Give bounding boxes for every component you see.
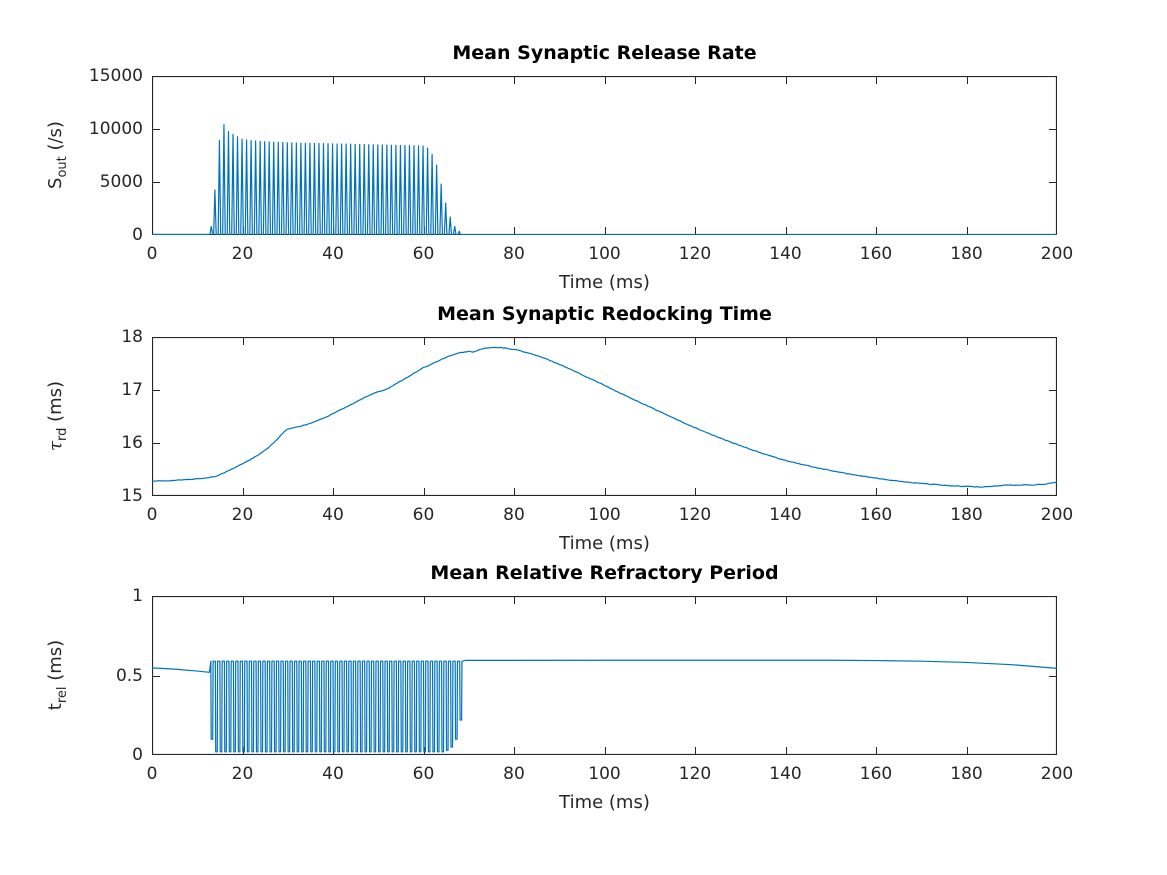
plot-area <box>152 596 1057 755</box>
x-tick-label: 40 <box>322 505 344 525</box>
y-axis-label-subscript: rel <box>55 686 70 704</box>
chart-title: Mean Synaptic Release Rate <box>452 42 757 64</box>
x-tick-label: 0 <box>146 244 158 264</box>
x-tick-label: 20 <box>231 764 254 784</box>
chart-title: Mean Synaptic Redocking Time <box>437 303 772 325</box>
x-axis-label: Time (ms) <box>559 272 650 293</box>
x-tick-label: 160 <box>859 244 893 264</box>
x-tick-label: 200 <box>1040 764 1074 784</box>
y-tick-label: 15000 <box>88 66 143 86</box>
x-tick-label: 100 <box>588 764 621 784</box>
y-tick-label: 18 <box>121 327 143 347</box>
x-tick-label: 180 <box>950 764 983 784</box>
chart-release-rate: Mean Synaptic Release Rate Sout (/s) Tim… <box>0 42 1167 304</box>
x-tick-label: 80 <box>503 244 525 264</box>
x-tick-label: 140 <box>769 505 802 525</box>
axes-box <box>152 596 1057 755</box>
x-tick-label: 60 <box>412 505 435 525</box>
x-tick-label: 200 <box>1040 505 1074 525</box>
axes-box <box>152 337 1057 496</box>
y-tick-label: 10000 <box>88 119 143 139</box>
x-tick-label: 0 <box>146 764 158 784</box>
x-tick-label: 180 <box>950 505 983 525</box>
x-tick-label: 0 <box>146 505 158 525</box>
x-tick-label: 160 <box>859 505 893 525</box>
x-axis-label: Time (ms) <box>559 533 650 554</box>
x-tick-label: 100 <box>588 244 621 264</box>
x-tick-label: 120 <box>678 764 712 784</box>
x-tick-label: 180 <box>950 244 983 264</box>
x-tick-label: 80 <box>503 764 525 784</box>
x-axis-label: Time (ms) <box>559 792 650 813</box>
x-tick-label: 40 <box>322 244 344 264</box>
x-tick-label: 80 <box>503 505 525 525</box>
y-tick-label: 17 <box>121 380 143 400</box>
data-series-line <box>152 124 1057 235</box>
y-tick-label: 5000 <box>99 172 143 192</box>
x-tick-label: 100 <box>588 505 621 525</box>
x-tick-label: 60 <box>412 764 435 784</box>
x-tick-label: 120 <box>678 505 712 525</box>
chart-refractory-period: Mean Relative Refractory Period trel (ms… <box>0 562 1167 824</box>
x-tick-label: 120 <box>678 244 712 264</box>
x-tick-label: 20 <box>231 505 254 525</box>
plot-area <box>152 337 1057 496</box>
axes-1 <box>152 337 1057 496</box>
x-tick-label: 140 <box>769 244 802 264</box>
x-tick-label: 200 <box>1040 244 1074 264</box>
y-tick-label: 1 <box>132 586 143 606</box>
x-tick-label: 60 <box>412 244 435 264</box>
axes-2 <box>152 596 1057 755</box>
y-tick-label: 0 <box>132 225 143 245</box>
y-tick-label: 0 <box>132 745 143 765</box>
x-tick-label: 40 <box>322 764 344 784</box>
data-series-line <box>152 346 1057 488</box>
y-tick-label: 0.5 <box>115 665 143 686</box>
axes-0 <box>152 76 1057 235</box>
x-tick-label: 20 <box>231 244 254 264</box>
x-tick-label: 160 <box>859 764 893 784</box>
y-axis-label-symbol: t <box>45 703 66 711</box>
plot-area <box>152 76 1057 235</box>
y-tick-label: 16 <box>121 433 143 453</box>
chart-title: Mean Relative Refractory Period <box>430 562 779 584</box>
y-tick-label: 15 <box>121 486 143 506</box>
x-tick-label: 140 <box>769 764 802 784</box>
chart-redocking-time: Mean Synaptic Redocking Time τrd (ms) Ti… <box>0 303 1167 565</box>
data-series-line <box>152 659 1057 753</box>
